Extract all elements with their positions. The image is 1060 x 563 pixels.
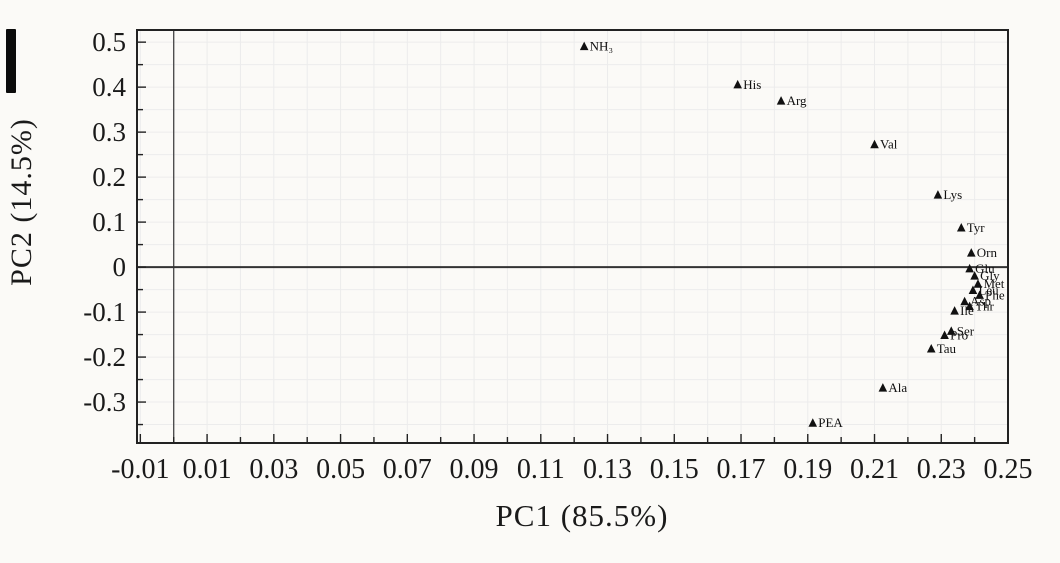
- x-tick-label: 0.03: [249, 454, 298, 485]
- data-point-label-Leu: Leu: [978, 282, 999, 297]
- data-point-label-Ile: Ile: [960, 303, 974, 318]
- data-point-marker-Asp: [960, 296, 969, 306]
- data-point-label-His: His: [743, 77, 761, 92]
- data-point-label-Ser: Ser: [957, 323, 975, 338]
- data-point-marker-Pro: [940, 330, 949, 339]
- data-point-label-Phe: Phe: [985, 287, 1005, 302]
- data-point-marker-Tau: [926, 343, 936, 353]
- x-tick-label: 0.05: [316, 454, 365, 485]
- data-point-marker-Ala: [878, 383, 888, 392]
- y-tick-label: 0.3: [92, 117, 126, 147]
- y-tick-labels: 0.5 0.4 0.3 0.2 0.1 0 -0.1 -0.2 -0.3: [83, 27, 126, 417]
- y-tick-label: 0.1: [92, 207, 126, 237]
- data-point-label-Lys: Lys: [943, 187, 962, 202]
- x-tick-label: 0.15: [650, 454, 699, 485]
- x-tick-label: 0.21: [850, 454, 899, 485]
- data-point-label-PEA: PEA: [818, 415, 843, 430]
- data-point-label-Thr: Thr: [975, 299, 994, 314]
- data-point-label-Pro: Pro: [950, 327, 968, 342]
- x-tick-label: 0.23: [917, 454, 966, 485]
- x-tick-label: 0.07: [383, 454, 432, 485]
- x-tick-label: 0.25: [984, 454, 1033, 485]
- x-tick-label: 0.11: [517, 454, 565, 485]
- grid-lines: [137, 30, 1009, 443]
- x-axis-ticks: [139, 434, 1009, 443]
- data-points: NH₃HisArgValLysTyrOrnGluGlyMetLeuPheAspT…: [579, 39, 1005, 430]
- data-point-label-Asp: Asp: [970, 294, 991, 309]
- data-point-marker-Val: [870, 139, 879, 149]
- x-tick-label: 0.17: [717, 454, 766, 485]
- x-tick-labels: -0.01 0.01 0.03 0.05 0.07 0.09 0.11 0.13 0.15 0.1…: [111, 454, 1032, 485]
- data-point-marker-Thr: [965, 301, 974, 311]
- x-tick-label: 0.19: [783, 454, 832, 485]
- plot-border: [136, 29, 1009, 444]
- data-point-marker-Orn: [966, 248, 976, 257]
- x-tick-label: 0.01: [183, 454, 232, 485]
- x-axis-title: PC1 (85.5%): [495, 498, 669, 533]
- y-tick-label: -0.1: [83, 297, 126, 327]
- data-point-marker-Ser: [946, 326, 956, 335]
- data-point-marker-His: [733, 79, 742, 89]
- data-point-marker-Leu: [968, 285, 978, 294]
- data-point-label-Val: Val: [880, 137, 898, 152]
- data-point-marker-PEA: [808, 418, 818, 427]
- x-tick-label: -0.01: [111, 454, 169, 485]
- data-point-marker-Tyr: [956, 222, 966, 232]
- y-tick-label: 0: [113, 252, 127, 282]
- data-point-label-Glu: Glu: [975, 261, 995, 276]
- data-point-label-Met: Met: [983, 276, 1004, 291]
- data-point-marker-Arg: [776, 96, 786, 105]
- data-point-marker-NH₃: [579, 41, 589, 51]
- x-tick-label: 0.13: [583, 454, 632, 485]
- x-tick-label: 0.09: [450, 454, 499, 485]
- y-tick-label: -0.3: [83, 387, 126, 417]
- scan-artifact-mark: [6, 29, 16, 93]
- y-tick-label: 0.4: [92, 72, 126, 102]
- data-point-label-Gly: Gly: [980, 268, 1000, 283]
- data-point-label-Ala: Ala: [888, 380, 907, 395]
- data-point-marker-Glu: [965, 263, 974, 273]
- data-point-marker-Phe: [975, 290, 984, 299]
- data-point-label-Tau: Tau: [937, 341, 957, 356]
- data-point-marker-Lys: [933, 190, 943, 199]
- data-point-marker-Ile: [950, 306, 959, 315]
- y-tick-label: 0.5: [92, 27, 126, 57]
- data-point-marker-Gly: [970, 271, 979, 280]
- y-axis-ticks: [137, 41, 146, 426]
- data-point-marker-Met: [973, 279, 983, 288]
- y-tick-label: -0.2: [83, 342, 126, 372]
- data-point-label-Tyr: Tyr: [967, 220, 986, 235]
- data-point-label-Orn: Orn: [977, 245, 998, 260]
- zero-reference-lines: [137, 30, 1008, 443]
- data-point-label-Arg: Arg: [787, 93, 807, 108]
- y-axis-title: PC2 (14.5%): [5, 118, 38, 286]
- y-tick-label: 0.2: [92, 162, 126, 192]
- data-point-label-NH₃: NH₃: [590, 39, 613, 54]
